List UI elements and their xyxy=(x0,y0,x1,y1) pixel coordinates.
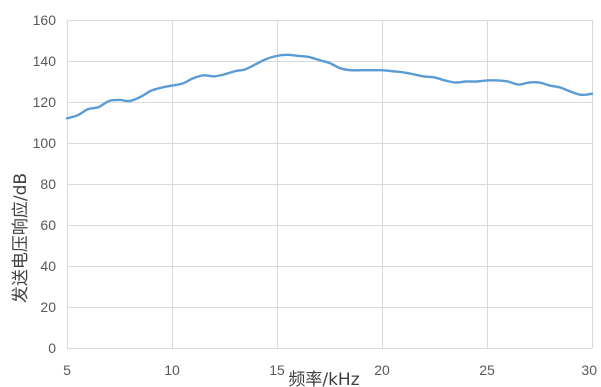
grid xyxy=(67,20,593,349)
y-tick-label: 40 xyxy=(40,258,56,274)
y-tick-label: 100 xyxy=(33,135,57,151)
y-tick-label: 120 xyxy=(33,94,57,110)
y-tick-label: 80 xyxy=(40,176,56,192)
y-tick-label: 0 xyxy=(48,340,56,356)
x-tick-label: 30 xyxy=(581,362,597,378)
y-axis-ticks: 0 20 40 60 80 100 120 140 160 xyxy=(33,12,57,356)
x-tick-label: 5 xyxy=(63,362,71,378)
x-axis-ticks: 5 10 15 20 25 30 xyxy=(63,362,597,378)
series-layer xyxy=(65,53,594,120)
x-tick-label: 15 xyxy=(269,362,285,378)
y-axis-title: 发送电压响应/dB xyxy=(11,173,31,303)
y-tick-label: 160 xyxy=(33,12,57,28)
y-tick-label: 140 xyxy=(33,53,57,69)
y-tick-label: 20 xyxy=(40,299,56,315)
x-tick-label: 10 xyxy=(164,362,180,378)
x-axis-title: 频率/kHz xyxy=(288,370,359,387)
x-tick-label: 20 xyxy=(374,362,390,378)
y-tick-label: 60 xyxy=(40,217,56,233)
series-line-0 xyxy=(65,53,594,120)
x-tick-label: 25 xyxy=(479,362,495,378)
